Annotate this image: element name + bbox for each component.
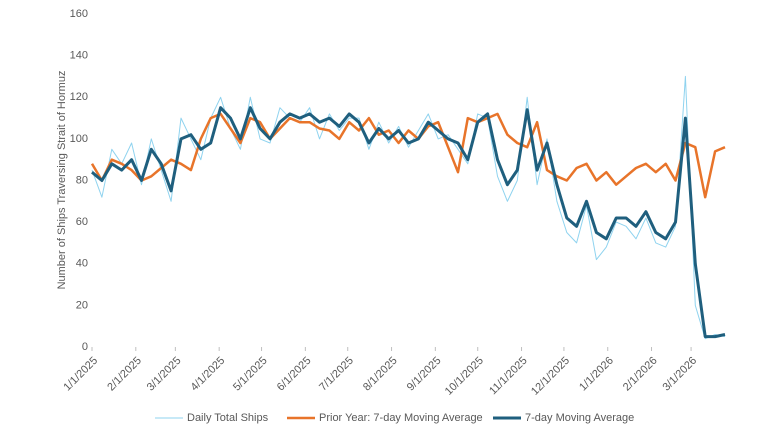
legend-label: 7-day Moving Average [525,412,634,424]
y-axis-label: Number of Ships Traversing Strait of Hor… [56,71,68,290]
y-tick-label: 40 [76,258,88,270]
x-tick-label: 3/1/2025 [145,355,184,394]
x-tick-label: 3/1/2026 [660,355,699,394]
y-tick-label: 0 [82,341,88,353]
y-tick-label: 120 [70,91,88,103]
x-tick-label: 6/1/2025 [275,355,314,394]
x-tick-label: 10/1/2025 [443,355,486,398]
x-tick-label: 11/1/2025 [487,355,530,398]
legend-label: Prior Year: 7-day Moving Average [319,412,483,424]
y-tick-label: 100 [70,133,88,145]
x-tick-label: 4/1/2025 [189,355,228,394]
x-tick-label: 1/1/2025 [61,355,100,394]
y-tick-label: 20 [76,299,88,311]
x-tick-label: 8/1/2025 [361,355,400,394]
x-tick-label: 7/1/2025 [317,355,356,394]
y-tick-label: 140 [70,50,88,62]
y-tick-label: 160 [70,8,88,20]
x-tick-label: 9/1/2025 [405,355,444,394]
legend-label: Daily Total Ships [187,412,269,424]
x-tick-label: 1/1/2026 [577,355,616,394]
series-line [91,75,726,340]
series-line [91,106,726,339]
x-tick-label: 2/1/2025 [105,355,144,394]
x-tick-label: 2/1/2026 [621,355,660,394]
y-tick-label: 60 [76,216,88,228]
series-line [90,112,726,199]
x-tick-label: 12/1/2025 [529,355,572,398]
y-tick-label: 80 [76,174,88,186]
x-tick-label: 5/1/2025 [231,355,270,394]
